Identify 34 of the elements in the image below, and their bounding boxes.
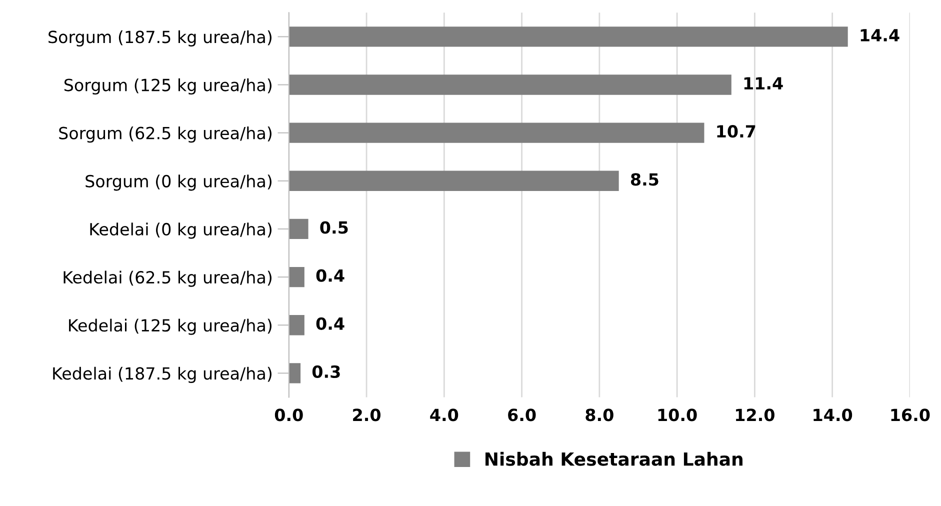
data-label: 10.7 xyxy=(717,125,756,138)
x-tick-label: 10.0 xyxy=(658,408,697,422)
y-tick-label: Sorgum (0 kg urea/ha) xyxy=(86,174,272,191)
data-label: 14.4 xyxy=(860,29,900,42)
y-tick-label: Sorgum (125 kg urea/ha) xyxy=(64,78,272,95)
legend-label: Nisbah Kesetaraan Lahan xyxy=(486,452,742,466)
x-tick-label: 2.0 xyxy=(353,408,380,422)
x-tick-label: 12.0 xyxy=(736,408,774,422)
y-tick-label: Sorgum (62.5 kg urea/ha) xyxy=(59,126,272,143)
bar xyxy=(288,122,704,143)
data-label: 0.4 xyxy=(316,317,344,330)
bar xyxy=(288,74,732,95)
x-tick-label: 4.0 xyxy=(430,408,458,422)
data-label: 8.5 xyxy=(630,173,658,186)
data-label: 0.4 xyxy=(316,269,344,282)
y-tick-label: Kedelai (187.5 kg urea/ha) xyxy=(53,366,272,383)
x-tick-label: 16.0 xyxy=(891,408,930,422)
bar xyxy=(288,218,308,240)
x-tick-label: 0.0 xyxy=(274,408,303,422)
bar xyxy=(288,26,848,47)
data-label: 0.3 xyxy=(312,365,340,378)
x-tick-label: 6.0 xyxy=(508,408,536,422)
bar xyxy=(288,170,619,191)
y-tick-label: Kedelai (125 kg urea/ha) xyxy=(69,318,272,335)
data-label: 11.4 xyxy=(744,77,783,90)
x-tick-label: 14.0 xyxy=(814,408,852,422)
data-label: 0.5 xyxy=(320,221,348,234)
y-tick-label: Kedelai (62.5 kg urea/ha) xyxy=(64,270,272,287)
bar xyxy=(288,315,304,336)
y-tick-label: Kedelai (0 kg urea/ha) xyxy=(90,222,272,239)
bar xyxy=(288,266,304,288)
bar xyxy=(288,363,301,384)
y-tick-label: Sorgum (187.5 kg urea/ha) xyxy=(48,30,272,46)
x-tick-label: 8.0 xyxy=(586,408,614,422)
